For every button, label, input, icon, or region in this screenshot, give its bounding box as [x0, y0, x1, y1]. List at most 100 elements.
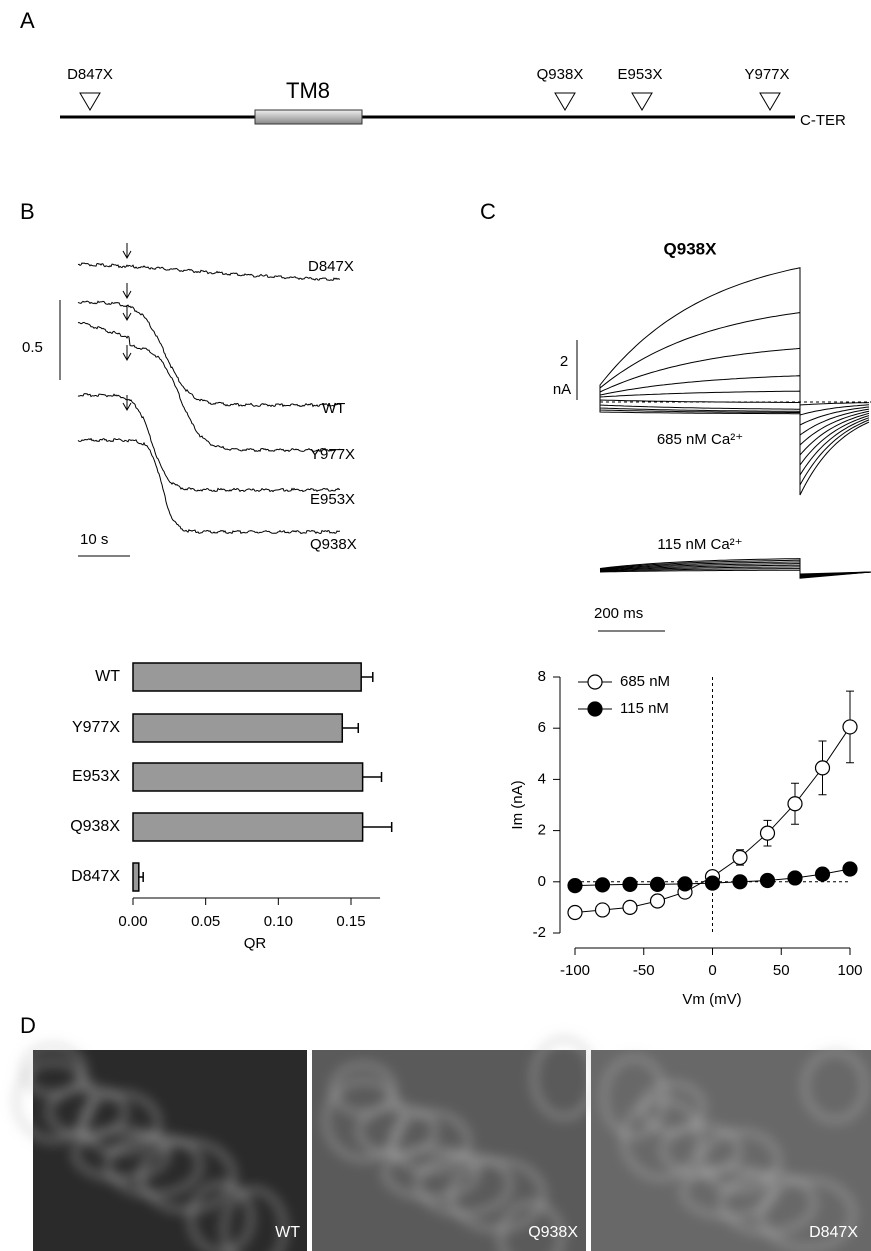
- y-tick-label: -2: [533, 924, 546, 941]
- trace-label: D847X: [308, 258, 354, 275]
- category-label: D847X: [71, 868, 120, 885]
- x-tick-label: 0.05: [191, 913, 220, 930]
- trace: [77, 437, 341, 535]
- cell: [331, 1063, 395, 1115]
- current-trace: [599, 402, 870, 496]
- data-point: [649, 893, 666, 909]
- panel-label: C: [480, 199, 496, 224]
- cell: [73, 1128, 169, 1180]
- cell: [383, 1147, 479, 1199]
- cell: [622, 1098, 702, 1180]
- x-tick-label: -100: [560, 962, 590, 979]
- trace: [77, 300, 341, 408]
- bar: [132, 713, 344, 743]
- x-axis-title: QR: [244, 935, 267, 952]
- data-point: [842, 861, 858, 877]
- current-trace: [599, 558, 871, 579]
- category-label: Y977X: [72, 719, 120, 736]
- cell: [222, 1188, 286, 1251]
- current-trace: [599, 402, 870, 477]
- markers: [79, 92, 781, 111]
- legend-marker: [587, 701, 603, 717]
- cell: [759, 1178, 855, 1250]
- terminus-label: C-TER: [800, 112, 846, 129]
- current-trace: [599, 564, 871, 577]
- cell: [700, 1130, 780, 1192]
- cell: [499, 1201, 563, 1251]
- bar: [132, 662, 362, 692]
- data-point: [677, 876, 693, 892]
- current-trace: [599, 375, 870, 436]
- x-tick-label: 0.15: [336, 913, 365, 930]
- current-trace: [599, 566, 871, 576]
- data-point: [594, 902, 611, 918]
- arrow: [122, 305, 132, 322]
- current-trace: [599, 569, 871, 575]
- image-label: WT: [275, 1224, 300, 1241]
- micrographs: [14, 1037, 871, 1251]
- x-tick-label: -50: [633, 962, 655, 979]
- scale-label: 0.5: [22, 339, 43, 356]
- current-trace: [599, 390, 870, 447]
- data-point: [759, 825, 776, 841]
- current-trace: [599, 402, 870, 467]
- legend-label: 115 nM: [620, 700, 669, 717]
- legend-label: 685 nM: [620, 673, 670, 690]
- cell: [14, 1060, 94, 1142]
- cell: [324, 1079, 404, 1161]
- trace: [77, 392, 341, 493]
- domain-label: TM8: [286, 78, 330, 103]
- category-label: E953X: [72, 768, 120, 785]
- error-bar: [138, 872, 144, 882]
- image-label: D847X: [809, 1224, 858, 1241]
- error-bar: [361, 672, 374, 682]
- legend-marker: [587, 674, 603, 690]
- trace-label: WT: [322, 400, 345, 417]
- cell: [803, 1050, 867, 1122]
- cells: [14, 1044, 286, 1251]
- data-point: [814, 866, 831, 882]
- x-tick-label: 50: [773, 962, 790, 979]
- arrow: [122, 345, 132, 362]
- mutation-label: Y977X: [744, 66, 789, 83]
- data-point: [759, 872, 776, 889]
- tm8-domain: [254, 109, 363, 125]
- arrow: [122, 243, 132, 260]
- x-axis-title: Vm (mV): [682, 991, 741, 1008]
- condition-label: 685 nM Ca²⁺: [657, 431, 743, 448]
- trace-label: E953X: [310, 491, 355, 508]
- triangle: [554, 92, 576, 111]
- y-tick-label: 8: [538, 668, 546, 685]
- triangle: [79, 92, 101, 111]
- data-point: [622, 876, 638, 892]
- condition-label: 115 nM Ca²⁺: [657, 536, 742, 553]
- error-bar: [342, 723, 360, 733]
- trace: [77, 321, 341, 453]
- scale-label: nA: [553, 381, 571, 398]
- error-bar: [362, 772, 383, 782]
- y-tick-label: 2: [538, 822, 546, 839]
- y-tick-label: 6: [538, 719, 546, 736]
- data-point: [594, 877, 611, 893]
- category-label: Q938X: [70, 818, 120, 835]
- trace: [77, 262, 340, 281]
- current-trace: [599, 561, 871, 578]
- cell: [720, 1172, 816, 1234]
- data-point: [787, 796, 803, 812]
- x-tick-label: 0: [708, 962, 716, 979]
- scale-label: 200 ms: [594, 605, 643, 622]
- cells: [602, 1050, 867, 1250]
- current-trace: [599, 402, 870, 487]
- data-point: [622, 899, 638, 916]
- y-axis-title: Im (nA): [509, 780, 526, 829]
- triangle: [759, 92, 781, 111]
- cell: [80, 1092, 160, 1154]
- bar: [132, 862, 140, 892]
- scale-label: 2: [560, 353, 568, 370]
- current-trace: [599, 568, 871, 576]
- trace-label: Q938X: [310, 536, 357, 553]
- mutation-label: E953X: [617, 66, 662, 83]
